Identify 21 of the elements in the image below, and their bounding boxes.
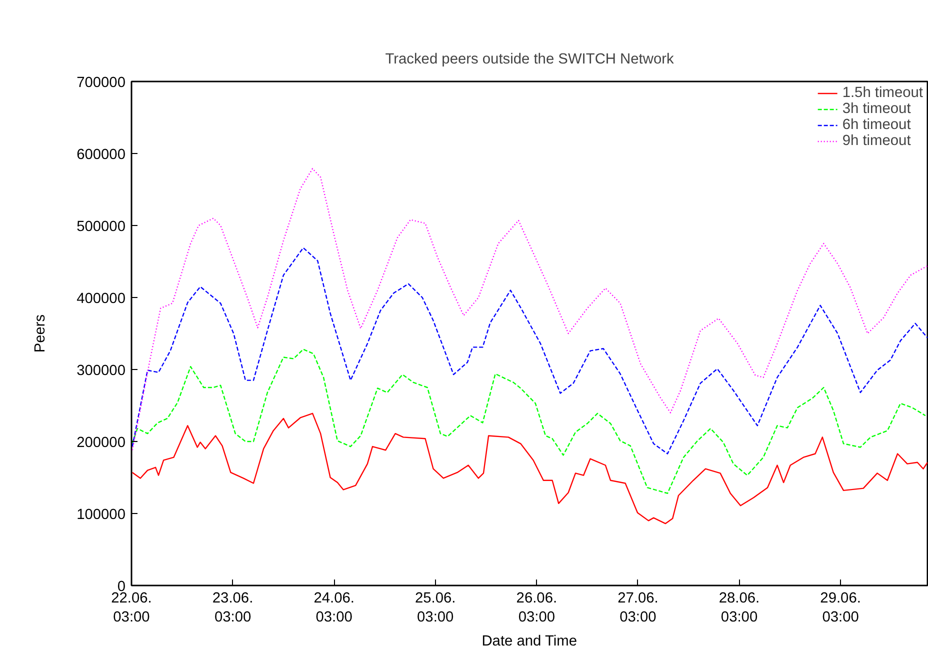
legend-label: 9h timeout — [842, 133, 911, 149]
x-axis-title: Date and Time — [482, 634, 578, 650]
y-tick-label: 600000 — [76, 147, 126, 163]
legend-label: 6h timeout — [842, 117, 911, 133]
y-tick-label: 700000 — [76, 75, 126, 91]
x-tick-label: 28.06. 03:00 — [718, 590, 760, 626]
legend-label: 1.5h timeout — [842, 85, 923, 101]
legend-label: 3h timeout — [842, 101, 911, 117]
x-tick-label: 25.06. 03:00 — [415, 590, 456, 626]
chart-title: Tracked peers outside the SWITCH Network — [385, 52, 674, 68]
y-tick-label: 100000 — [76, 507, 126, 523]
x-tick-label: 23.06. 03:00 — [212, 590, 254, 626]
y-axis-title: Peers — [32, 314, 49, 353]
x-tick-label: 27.06. 03:00 — [618, 590, 658, 626]
x-tick-label: 24.06. 03:00 — [314, 590, 354, 626]
y-tick-label: 500000 — [76, 219, 126, 235]
y-tick-label: 300000 — [76, 363, 126, 379]
y-tick-label: 400000 — [76, 291, 126, 307]
y-tick-label: 200000 — [76, 435, 126, 451]
x-tick-label: 26.06. 03:00 — [516, 590, 558, 626]
x-tick-label: 29.06. 03:00 — [820, 590, 861, 626]
